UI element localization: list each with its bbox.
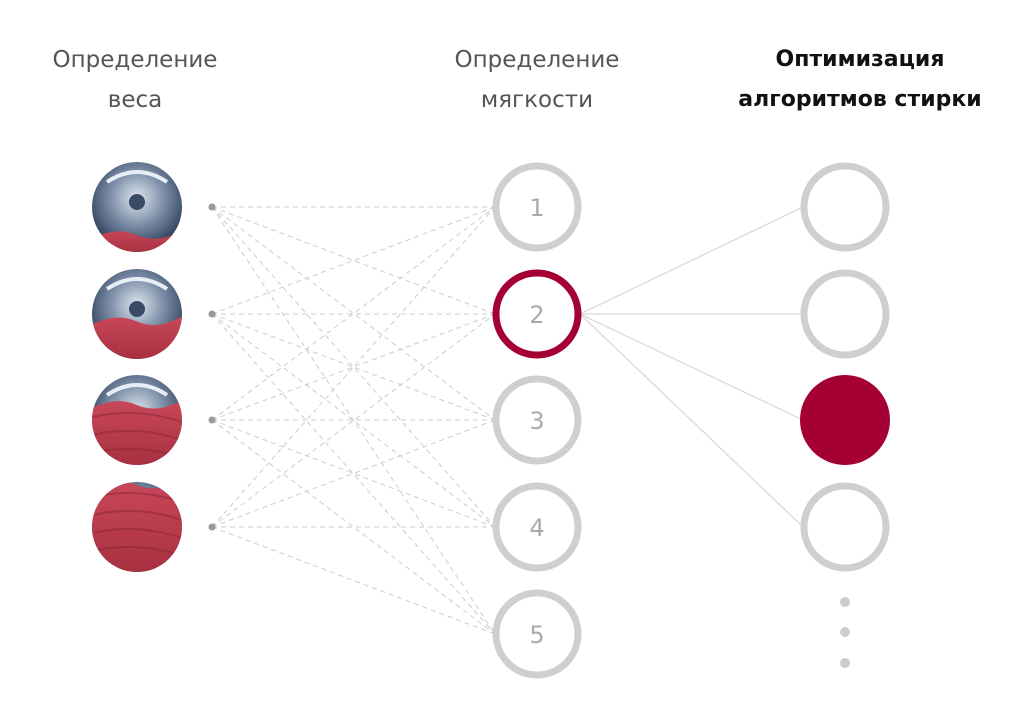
softness-node-4 [492, 482, 582, 572]
drum-hub [129, 301, 145, 317]
dashed-connection [211, 526, 496, 635]
dashed-connection [211, 419, 496, 635]
algorithm-node-active [800, 375, 890, 465]
dashed-connection [211, 419, 496, 528]
more-dot [840, 597, 850, 607]
input-dot [208, 203, 216, 211]
dashed-connection [211, 206, 496, 315]
dashed-connection [211, 206, 496, 315]
drum-paddle [105, 277, 169, 291]
drum-load-small-icon [92, 162, 182, 252]
column-title-weight: Определение веса [20, 40, 250, 120]
softness-node-label: 2 [529, 301, 544, 329]
drum-hub [129, 194, 145, 210]
drum-load-medium-icon [92, 269, 182, 359]
softness-node-label: 1 [529, 194, 544, 222]
title-line: Определение [454, 47, 620, 73]
softness-node-5 [492, 589, 582, 679]
softness-node-3 [492, 375, 582, 465]
input-dot [208, 523, 216, 531]
drum-paddle [105, 170, 169, 184]
drum-load-large-icon [92, 375, 182, 476]
input-dot [208, 310, 216, 318]
dashed-connection [211, 313, 496, 635]
softness-node-1 [492, 162, 582, 252]
softness-node-label: 4 [529, 514, 544, 542]
dashed-connection [211, 206, 496, 635]
algorithm-node [800, 269, 890, 359]
drum-load-full-icon [92, 482, 182, 572]
cloth-fold [92, 510, 182, 521]
drum-paddle [105, 383, 169, 397]
softness-node-label: 5 [529, 621, 544, 649]
dashed-connection [211, 206, 496, 528]
laundry-fill [92, 482, 182, 572]
solid-connection [579, 206, 804, 315]
title-line: веса [107, 87, 163, 113]
algorithm-node [800, 482, 890, 572]
column-title-softness: Определение мягкости [422, 40, 652, 120]
cloth-fold [92, 528, 182, 539]
more-dot [840, 658, 850, 668]
cloth-fold [92, 467, 182, 476]
algorithm-node [800, 162, 890, 252]
more-dot [840, 627, 850, 637]
input-dot [208, 416, 216, 424]
cloth-fold [92, 546, 182, 557]
column-title-algorithms: Оптимизация алгоритмов стирки [700, 40, 1020, 120]
cloth-fold [92, 430, 182, 441]
title-line: Оптимизация [775, 47, 945, 72]
cloth-fold [92, 412, 182, 423]
dashed-connection [211, 419, 496, 528]
title-line: мягкости [480, 87, 594, 113]
softness-node-label: 3 [529, 407, 544, 435]
dashed-connection [211, 206, 496, 528]
title-line: Определение [52, 47, 218, 73]
solid-connection [579, 313, 804, 421]
title-line: алгоритмов стирки [738, 87, 982, 112]
laundry-fill [92, 316, 182, 359]
softness-node-2 [492, 269, 582, 359]
solid-connection [579, 313, 804, 528]
